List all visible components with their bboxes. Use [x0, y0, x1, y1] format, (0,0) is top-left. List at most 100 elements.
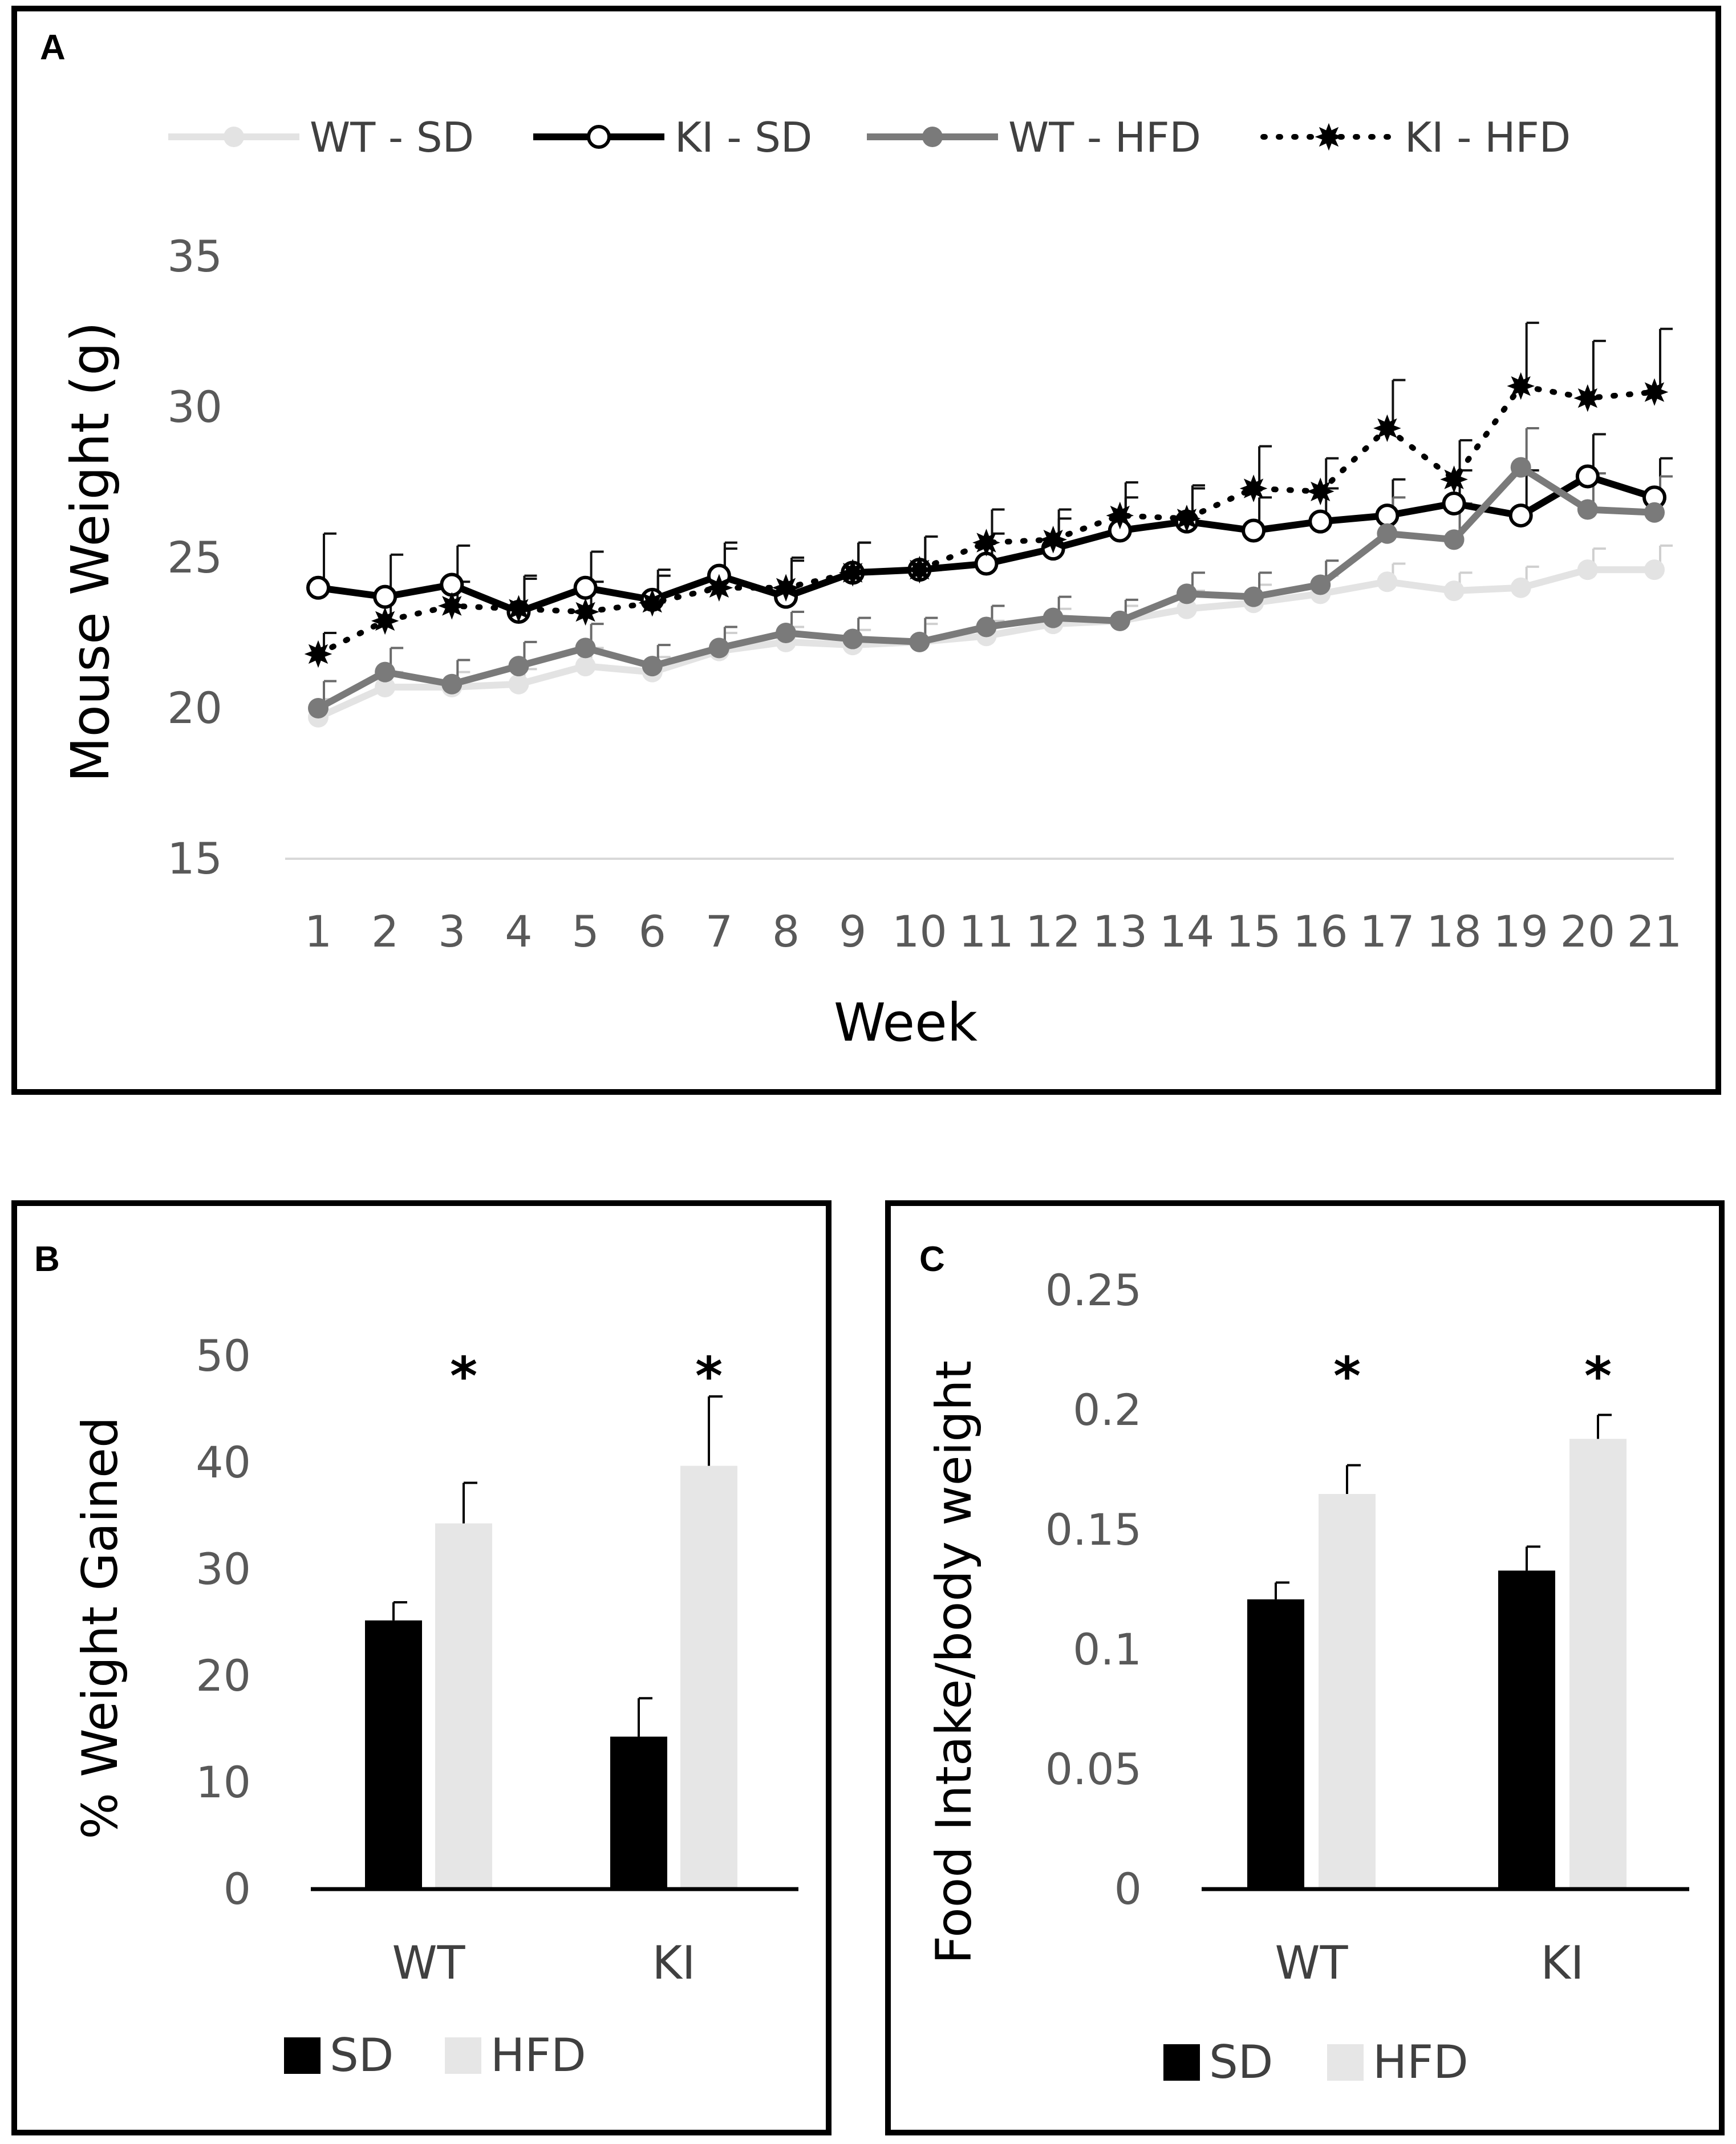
- data-point: [1239, 474, 1268, 502]
- x-tick-label: 4: [505, 906, 532, 957]
- y-tick-label: 20: [167, 683, 222, 733]
- data-point: [1243, 586, 1264, 607]
- y-tick-label: 40: [196, 1437, 251, 1488]
- x-tick-label: 13: [1092, 906, 1147, 957]
- data-point: [1039, 526, 1067, 554]
- data-point: [375, 661, 396, 683]
- legend-swatch: [1327, 2044, 1364, 2081]
- y-tick-label: 30: [167, 381, 222, 432]
- x-tick-label: 18: [1426, 906, 1482, 957]
- bar: [1319, 1494, 1376, 1889]
- data-point: [575, 656, 596, 677]
- x-category-label: WT: [392, 1936, 466, 1989]
- x-tick-label: 6: [639, 906, 666, 957]
- x-tick-label: 19: [1493, 906, 1548, 957]
- data-point: [1173, 505, 1201, 533]
- data-point: [1375, 503, 1400, 528]
- data-point: [508, 656, 529, 677]
- x-tick-label: 9: [839, 906, 866, 957]
- legend-label: WT - HFD: [1008, 113, 1201, 161]
- x-tick-label: 1: [305, 906, 332, 957]
- data-point: [1510, 577, 1531, 598]
- data-point: [1176, 598, 1197, 619]
- legend-label: WT - SD: [310, 113, 474, 161]
- x-category-label: KI: [652, 1936, 695, 1989]
- data-point: [922, 127, 943, 147]
- data-point: [976, 616, 997, 637]
- data-point: [1377, 523, 1398, 544]
- data-point: [1510, 457, 1531, 478]
- data-point: [371, 607, 399, 635]
- data-point: [705, 574, 733, 602]
- data-point: [505, 595, 533, 623]
- food-intake-bar-chart: 0 0.05 0.1 0.15 0.2 0.25 WT KI * * Food Intake/bod…: [926, 1265, 1689, 2089]
- y-tick-label: 0.2: [1073, 1384, 1142, 1435]
- y-tick-label: 10: [196, 1757, 251, 1808]
- x-axis-title: Week: [834, 992, 978, 1053]
- data-point: [306, 575, 330, 600]
- data-point: [1577, 559, 1598, 580]
- y-tick-label: 0: [1114, 1863, 1142, 1914]
- y-tick-label: 0.15: [1045, 1504, 1142, 1555]
- bar: [1498, 1570, 1555, 1889]
- data-point: [1242, 518, 1266, 543]
- data-point: [1106, 501, 1134, 530]
- data-point: [375, 677, 396, 698]
- significance-star: *: [1584, 1346, 1612, 1407]
- series-line: [315, 383, 1657, 657]
- data-point: [1507, 372, 1535, 400]
- x-tick-label: 11: [959, 906, 1014, 957]
- data-point: [1573, 384, 1602, 412]
- data-point: [906, 555, 934, 584]
- data-point: [440, 572, 464, 597]
- y-axis-title: Food Intake/body weight: [926, 1361, 983, 1964]
- legend-label: KI - SD: [675, 113, 812, 161]
- data-point: [842, 628, 863, 649]
- y-tick-label: 35: [167, 231, 222, 282]
- y-tick-label: 0: [224, 1863, 251, 1914]
- bar: [680, 1465, 737, 1889]
- legend-swatch: [1163, 2044, 1200, 2081]
- data-point: [1443, 580, 1465, 602]
- data-point: [438, 592, 466, 620]
- data-point: [974, 551, 999, 576]
- x-tick-label: 3: [438, 906, 465, 957]
- x-tick-label: 15: [1226, 906, 1281, 957]
- x-tick-label: 12: [1025, 906, 1081, 957]
- data-point: [1176, 583, 1197, 604]
- bar: [435, 1523, 492, 1889]
- bar: [1247, 1599, 1304, 1889]
- data-point: [1440, 465, 1468, 493]
- panel-letter: A: [40, 28, 66, 67]
- panel-c: C 0 0.05 0.1 0.15 0.2 0.25 WT KI * * Food Intake/b…: [885, 1200, 1725, 2135]
- bar: [365, 1620, 422, 1889]
- data-point: [1043, 607, 1064, 628]
- legend-swatch: [445, 2037, 481, 2074]
- data-point: [772, 574, 800, 602]
- data-point: [1640, 378, 1669, 406]
- panel-letter: B: [34, 1240, 60, 1279]
- data-point: [1377, 571, 1398, 592]
- data-point: [638, 588, 666, 617]
- bar: [610, 1736, 667, 1889]
- data-point: [587, 125, 611, 149]
- x-tick-label: 2: [371, 906, 399, 957]
- data-point: [1315, 123, 1343, 151]
- data-point: [708, 637, 729, 659]
- data-point: [441, 673, 463, 695]
- x-tick-label: 5: [571, 906, 599, 957]
- data-point: [571, 598, 599, 626]
- data-point: [909, 631, 930, 652]
- legend-label: HFD: [1373, 2036, 1469, 2089]
- data-point: [1577, 499, 1598, 520]
- data-point: [1109, 610, 1130, 631]
- data-point: [972, 529, 1000, 557]
- panel-b: B 0 10 20 30 40 50 WT KI * * % Weight Gained SD HFD: [11, 1200, 832, 2135]
- y-tick-label: 15: [167, 833, 222, 884]
- data-point: [776, 623, 797, 643]
- x-tick-label: 14: [1159, 906, 1215, 957]
- data-point: [1508, 503, 1533, 528]
- x-category-label: KI: [1540, 1936, 1584, 1989]
- significance-star: *: [1333, 1346, 1361, 1407]
